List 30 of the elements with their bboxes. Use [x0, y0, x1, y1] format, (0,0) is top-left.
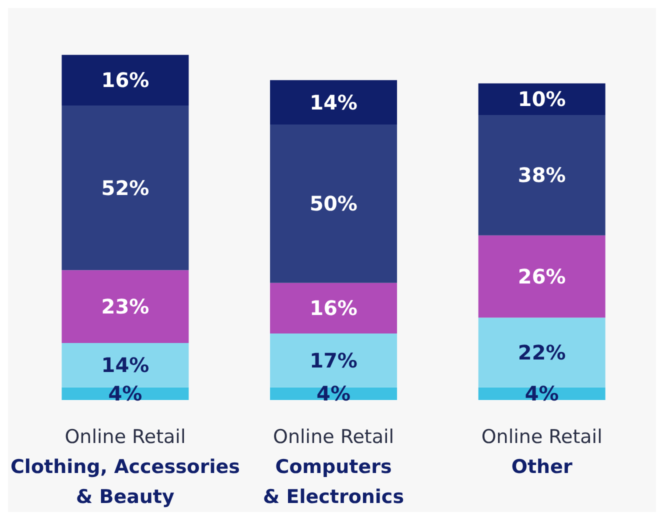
data-label: 38%	[518, 163, 566, 188]
bar	[478, 235, 606, 318]
bar	[270, 124, 398, 283]
data-label: 16%	[310, 296, 358, 320]
data-label: 26%	[518, 264, 566, 288]
data-label: 4%	[316, 382, 351, 406]
data-label: 4%	[524, 382, 559, 406]
bar	[478, 115, 606, 236]
data-label: 22%	[518, 340, 566, 364]
bar	[62, 270, 189, 343]
bar	[478, 83, 606, 115]
data-label: 10%	[518, 87, 566, 112]
data-label: 14%	[101, 353, 150, 378]
bar	[62, 106, 189, 270]
data-label: 14%	[310, 90, 358, 114]
x-tick-label: Online Retail Other	[481, 426, 602, 478]
bar	[62, 54, 189, 106]
x-tick-label: Online Retail Computers & Electronics	[263, 426, 404, 508]
data-label: 4%	[108, 382, 142, 406]
bar	[62, 343, 189, 388]
bar	[270, 282, 398, 334]
bar	[270, 80, 398, 124]
data-label: 17%	[310, 348, 358, 372]
data-label: 16%	[101, 68, 150, 92]
data-label: 52%	[101, 176, 150, 200]
bar	[478, 318, 606, 388]
data-label: 50%	[310, 192, 358, 216]
data-label: 23%	[101, 294, 150, 319]
x-tick-label: Online Retail Clothing, Accessories & Beauty	[10, 426, 240, 508]
bar	[270, 334, 398, 388]
